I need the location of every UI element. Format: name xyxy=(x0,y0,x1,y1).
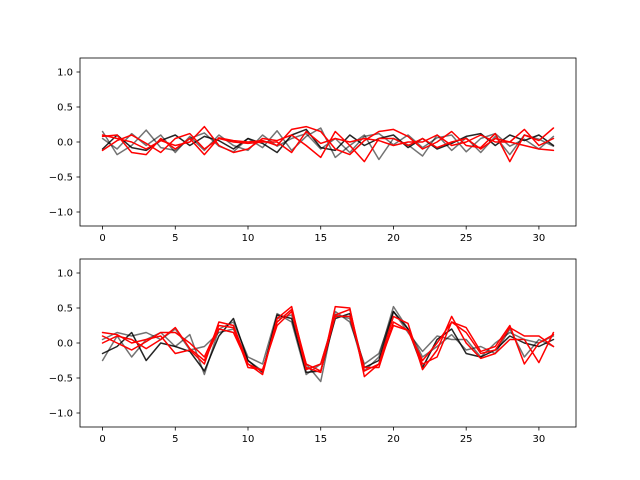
series-line-0 xyxy=(101,127,555,161)
y-tick-label: 1.0 xyxy=(57,68,73,79)
x-tick-label: 30 xyxy=(533,434,546,445)
axes-bottom: 0 5 10 15 20 25 30 −1.0 −0.5 0.0 0.5 1.0 xyxy=(49,258,577,445)
y-tick-label: −1.0 xyxy=(49,208,73,219)
x-tick-label: 0 xyxy=(99,434,105,445)
y-tick-label: 0.0 xyxy=(57,339,73,350)
x-tick-label: 15 xyxy=(314,233,327,244)
series-line-5 xyxy=(101,308,555,372)
y-tick-label: 1.0 xyxy=(57,269,73,280)
axes-top: 0 5 10 15 20 25 30 −1.0 −0.5 0.0 0.5 1.0 xyxy=(49,57,577,244)
x-tick-label: 5 xyxy=(172,233,178,244)
y-tick-label: −0.5 xyxy=(49,374,73,385)
series-line-4 xyxy=(101,125,555,163)
x-tick-label: 5 xyxy=(172,434,178,445)
x-tick-label: 15 xyxy=(314,434,327,445)
y-tick-label: 0.0 xyxy=(57,138,73,149)
x-tick-label: 0 xyxy=(99,233,105,244)
x-tick-label: 25 xyxy=(460,233,473,244)
series-line-2 xyxy=(101,128,555,154)
y-tick-label: 0.5 xyxy=(57,103,73,114)
x-tick-label: 10 xyxy=(242,233,255,244)
y-tick-label: −1.0 xyxy=(49,409,73,420)
x-tick-label: 20 xyxy=(387,434,400,445)
series-group xyxy=(101,305,555,383)
series-group xyxy=(101,125,555,163)
y-tick-label: −0.5 xyxy=(49,173,73,184)
x-tick-label: 20 xyxy=(387,233,400,244)
x-tick-label: 10 xyxy=(242,434,255,445)
y-tick-label: 0.5 xyxy=(57,304,73,315)
x-tick-label: 25 xyxy=(460,434,473,445)
series-line-5 xyxy=(101,128,555,154)
x-tick-label: 30 xyxy=(533,233,546,244)
